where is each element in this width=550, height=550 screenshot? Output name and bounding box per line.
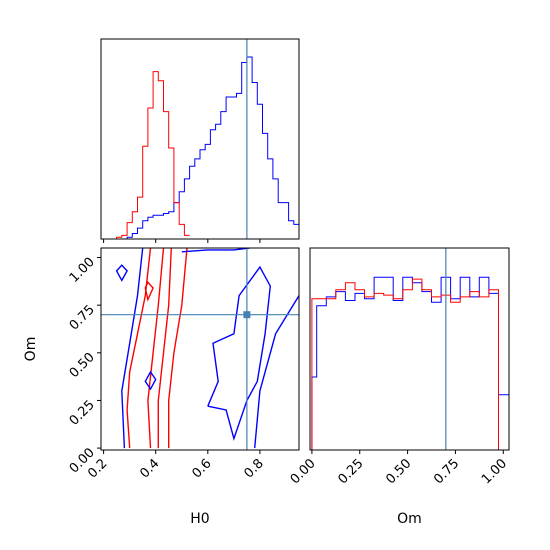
contour-line-3 <box>157 248 172 449</box>
contour-line-4 <box>167 248 188 449</box>
contour-line-5 <box>121 248 144 449</box>
contour-island-3 <box>144 281 154 302</box>
contour-line-2 <box>147 248 165 449</box>
contour-frame <box>100 247 300 451</box>
h0-histogram-frame <box>100 38 300 240</box>
contour-island-1 <box>115 264 128 282</box>
contour-line-6 <box>207 265 272 441</box>
h0-histogram-series-2 <box>101 71 190 240</box>
x-axis-label-om: Om <box>397 511 422 527</box>
contour-island-2 <box>144 370 157 391</box>
h0-histogram-panel <box>100 38 300 243</box>
om-histogram-series-2 <box>310 278 504 451</box>
om-histogram-frame <box>309 247 510 451</box>
truth-point-marker <box>243 311 251 319</box>
y-axis-label-om: Om <box>23 337 39 362</box>
contour-line-8 <box>181 248 250 253</box>
h0-histogram-series-1 <box>101 56 299 240</box>
x-axis-label-h0: H0 <box>190 511 209 527</box>
